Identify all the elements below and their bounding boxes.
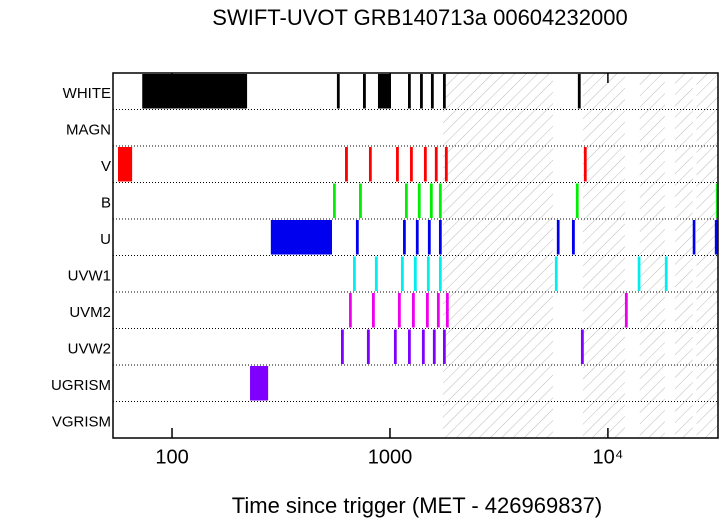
exposure (715, 183, 718, 218)
row-label: WHITE (63, 85, 111, 102)
row-label: UVM2 (69, 304, 111, 321)
exposure (349, 293, 352, 328)
row-label: U (100, 231, 111, 248)
exposure (336, 74, 340, 109)
row-label: V (101, 158, 111, 175)
exposure (421, 329, 425, 364)
exposure (554, 256, 558, 291)
exposure (714, 220, 718, 255)
exposure (333, 183, 336, 218)
row-label: VGRISM (52, 414, 111, 431)
exposure (442, 74, 446, 109)
exposure (434, 147, 438, 182)
exposure (117, 147, 133, 182)
exposure (400, 256, 404, 291)
exposure (396, 147, 399, 182)
exposure (556, 220, 560, 255)
exposure (575, 183, 579, 218)
exposure (377, 74, 392, 109)
exposure (430, 74, 434, 109)
row-label: B (101, 195, 111, 212)
exposure (142, 74, 248, 109)
exposure (415, 220, 419, 255)
exposure (411, 293, 415, 328)
exposure (393, 329, 397, 364)
exposure (420, 74, 423, 109)
exposure (427, 220, 431, 255)
exposure (250, 366, 269, 401)
exposure (353, 256, 356, 291)
exposure (583, 147, 587, 182)
exposure (366, 329, 370, 364)
exposure (425, 293, 429, 328)
exposure (432, 329, 436, 364)
exposure (438, 220, 442, 255)
exposure (438, 183, 442, 218)
x-axis-label: Time since trigger (MET - 426969837) (232, 493, 603, 518)
row-label: UGRISM (51, 377, 111, 394)
x-tick-label: 100 (155, 446, 188, 468)
hatched-region (639, 73, 665, 438)
exposure (637, 256, 641, 291)
exposure (408, 329, 411, 364)
row-label: UVW1 (68, 268, 111, 285)
exposure (340, 329, 344, 364)
exposure (423, 147, 427, 182)
exposure (442, 329, 446, 364)
row-label: MAGN (66, 122, 111, 139)
exposure (413, 256, 417, 291)
exposure (571, 220, 575, 255)
exposure (445, 293, 449, 328)
row-label: UVW2 (68, 341, 111, 358)
exposure (436, 293, 440, 328)
exposure (429, 183, 433, 218)
exposure (270, 220, 332, 255)
exposure (438, 256, 442, 291)
x-tick-label: 1000 (368, 446, 413, 468)
exposure (692, 220, 696, 255)
exposure (362, 74, 366, 109)
exposure (355, 220, 359, 255)
exposure (426, 256, 430, 291)
exposure (664, 256, 668, 291)
exposure (444, 147, 448, 182)
exposure (624, 293, 628, 328)
exposure (374, 256, 378, 291)
exposure (410, 147, 413, 182)
chart-title: SWIFT-UVOT GRB140713a 00604232000 (212, 5, 627, 30)
exposure (404, 183, 408, 218)
exposure (408, 74, 411, 109)
exposure (403, 220, 406, 255)
plot-frame (112, 72, 719, 439)
exposure (397, 293, 401, 328)
exposure (368, 147, 372, 182)
hatched-region (582, 73, 625, 438)
exposure (371, 293, 375, 328)
exposure (359, 183, 362, 218)
exposure (345, 147, 348, 182)
exposure (417, 183, 421, 218)
exposure (577, 74, 581, 109)
exposure (580, 329, 584, 364)
x-tick-label: 10⁴ (592, 446, 623, 468)
